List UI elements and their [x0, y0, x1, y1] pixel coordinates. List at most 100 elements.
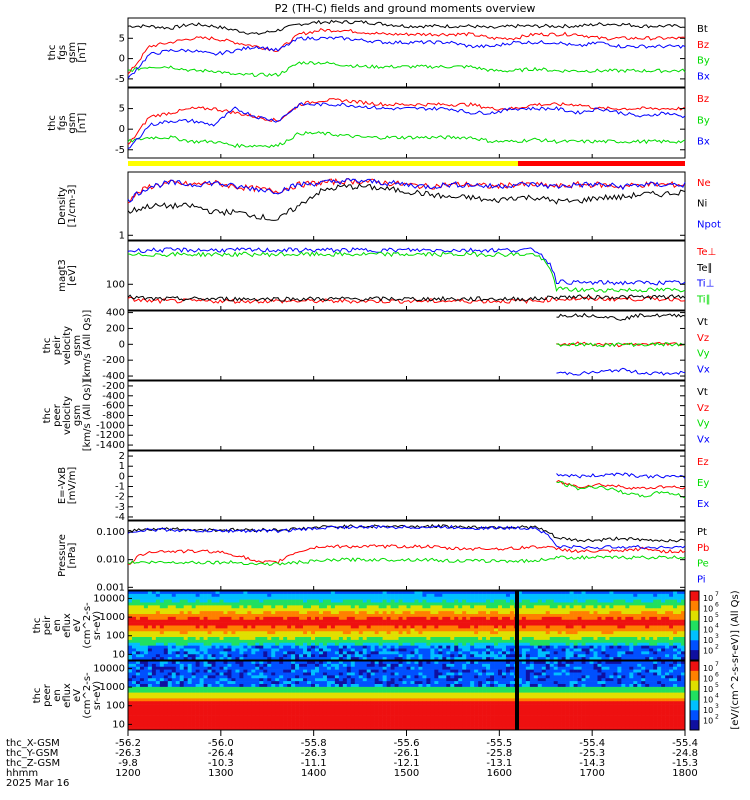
ylabel-peer_velocity-0: thc: [42, 408, 53, 424]
orbit-value: -25.3: [579, 748, 605, 759]
series-Bx: [127, 35, 686, 79]
panel-peer_velocity: thc peer velocity gsm [km/s (All Qs)] -200-40…: [42, 380, 710, 452]
colorbar-swatch: [690, 600, 699, 612]
legend-Pt: Pt: [697, 527, 707, 538]
orbit-value: -14.3: [579, 758, 605, 769]
ylabel-peir_spectrogram-4: eV: [72, 619, 83, 632]
orbit-value: -55.5: [486, 738, 512, 749]
legend-Bt: Bt: [697, 24, 708, 35]
colorbar-swatch: [690, 670, 699, 682]
ytick-label: 5: [119, 104, 125, 115]
ylabel-peer_spectrogram-0: thc: [32, 688, 43, 704]
colorbar-tick: 10: [703, 664, 713, 673]
legend-Ex: Ex: [697, 499, 709, 510]
slow-survey-bar: [518, 161, 685, 166]
ytick-label: 200: [106, 323, 125, 334]
colorbar-swatch: [690, 661, 699, 672]
panel-pressure: Pressure [nPa] 0.100 0.010 0.001 Pt Pb Pe Pi: [57, 520, 709, 593]
ytick-label: 10000: [93, 663, 125, 674]
colorbar-exponent: 2: [715, 714, 719, 721]
ylabel-peir_spectrogram-2: en: [52, 619, 63, 632]
series-Ni: [127, 183, 686, 221]
ytick-label: 0.001: [96, 582, 125, 593]
ytick-label: -1000: [96, 420, 125, 431]
ylabel-fgs_gsm_dsl-0: thc: [47, 115, 58, 131]
series-Bz: [127, 27, 686, 75]
ytick-label: -600: [102, 401, 125, 412]
colorbar-exponent: 5: [715, 612, 719, 619]
colorbar-tick: 10: [703, 717, 713, 726]
ylabel-peir_velocity-3: gsm: [72, 335, 83, 356]
colorbar-exponent: 4: [715, 623, 719, 630]
legend-Vx: Vx: [697, 364, 710, 375]
ylabel-peir_spectrogram-1: peir: [42, 615, 53, 635]
ytick-label: -200: [102, 381, 125, 392]
orbit-value: -26.3: [301, 748, 327, 759]
series-Te∥: [127, 294, 686, 302]
orbit-value: -26.3: [115, 748, 141, 759]
data-gap: [515, 661, 519, 730]
ylabel-peer_velocity-1: peer: [52, 403, 63, 427]
ylabel-peer_velocity-4: [km/s (All Qs)]: [82, 380, 93, 452]
ytick-label: -2: [115, 492, 125, 503]
colorbar-exponent: 7: [715, 661, 719, 668]
series-Vy: [556, 342, 686, 348]
colorbar-exponent: 6: [715, 602, 719, 609]
panel-fgs_gsm_dsl: thc fgs gsm [nT] 5 0 -5 Bz By Bx: [47, 87, 710, 159]
ylabel-peer_velocity-3: gsm: [72, 405, 83, 426]
legend-Te⊥: Te⊥: [696, 247, 716, 258]
ytick-label: 0: [119, 124, 125, 135]
series-Bz: [127, 98, 686, 145]
mode-bars: [128, 161, 685, 166]
panel-frame: [127, 590, 686, 661]
orbit-value: -55.4: [579, 738, 605, 749]
orbit-value: -10.3: [208, 758, 234, 769]
series-Pe: [127, 555, 686, 566]
heatmap-cells-peer_spectrogram: [128, 661, 686, 731]
ylabel-pressure-1: [nPa]: [67, 542, 78, 568]
ylabel-peer_spectrogram-5: (cm^2-s-: [82, 672, 93, 719]
ylabel-peir_spectrogram-3: eflux: [62, 613, 73, 638]
ylabel-fgs_gsm-0: thc: [47, 45, 58, 61]
orbit-value: -26.1: [394, 748, 420, 759]
heatmap-cells-peir_spectrogram: [128, 591, 686, 661]
panel-density: Density [1/cm-3] 1 Ne Ni Npot: [57, 171, 721, 241]
colorbar-swatch: [690, 620, 699, 631]
colorbar-swatch: [690, 610, 699, 622]
ytick-label: 10: [112, 649, 125, 660]
colorbar-swatch: [690, 640, 699, 651]
series-Ey: [556, 480, 686, 499]
legend-Bx: Bx: [697, 71, 710, 82]
ylabel-e_vxb-0: E=-VxB: [57, 467, 68, 504]
ylabel-fgs_gsm-1: fgs: [57, 45, 68, 60]
legend-By: By: [697, 56, 710, 67]
data-gap: [515, 591, 519, 660]
panel-frame: [127, 87, 686, 159]
ylabel-peer_spectrogram-6: sr-eV): [92, 681, 103, 710]
panel-peir_velocity: thc peir velocity gsm [km/s (All Qs)] 400 200 0…: [42, 308, 710, 382]
orbit-value: -25.8: [486, 748, 512, 759]
date-label: 2025 Mar 16: [6, 778, 69, 789]
colorbar-exponent: 4: [715, 693, 719, 700]
colorbar-frame: [689, 660, 700, 731]
series-Ti⊥: [127, 247, 686, 286]
colorbar-swatch: [690, 680, 699, 692]
ylabel-pressure-0: Pressure: [57, 534, 68, 577]
colorbar-tick: 10: [703, 594, 713, 603]
panel-peer_spectrogram: thc peer en eflux eV (cm^2-s-sr-eV) 10000 1000 1…: [32, 660, 686, 731]
panel-frame: [127, 310, 686, 381]
panel-e_vxb: E=-VxB [mV/m] 210-1-2-3-4 Ez Ey Ex: [57, 450, 709, 523]
ylabel-density-0: Density: [57, 187, 68, 225]
colorbar-swatch: [690, 650, 699, 661]
orbit-value: 1300: [208, 768, 233, 779]
ytick-label: 10000: [93, 593, 125, 604]
ylabel-density-1: [1/cm-3]: [67, 185, 78, 228]
colorbar-tick: 10: [703, 685, 713, 694]
spectrograms: thc peir en eflux eV (cm^2-s-sr-eV)1000010001…: [32, 590, 686, 731]
ylabel-peir_spectrogram-6: sr-eV): [92, 611, 103, 640]
series-By: [127, 130, 686, 149]
colorbar-tick: 10: [703, 647, 713, 656]
orbit-value: 1400: [301, 768, 326, 779]
